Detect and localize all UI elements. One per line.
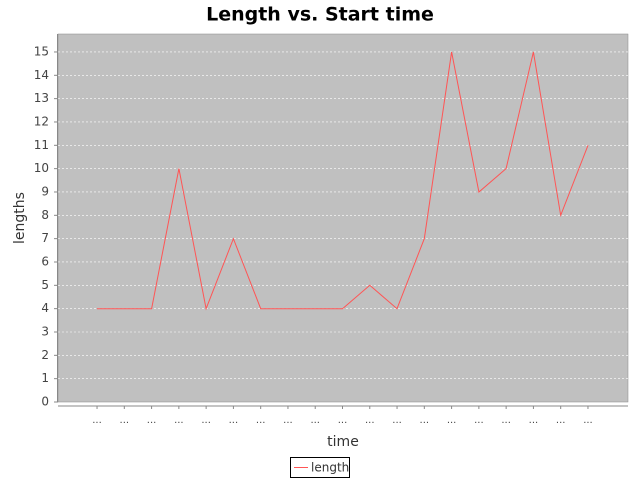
x-tick-label: ... [556, 415, 566, 426]
x-tick-label: ... [283, 415, 293, 426]
x-tick-label: ... [201, 415, 211, 426]
line-series [97, 51, 589, 311]
x-tick-label: ... [501, 415, 511, 426]
x-tick-label: ... [338, 415, 348, 426]
x-tick-label: ... [310, 415, 320, 426]
y-tick-label: 7 [41, 231, 49, 245]
y-tick-label: 5 [41, 278, 49, 292]
y-tick-label: 0 [41, 395, 49, 409]
x-tick-label: ... [174, 415, 184, 426]
y-tick-label: 3 [41, 324, 49, 338]
chart-title: Length vs. Start time [206, 4, 434, 26]
y-tick-label: 10 [34, 161, 49, 175]
y-tick-label: 13 [34, 91, 49, 105]
y-tick-label: 8 [41, 208, 49, 222]
legend-label: length [311, 461, 349, 475]
legend-box [290, 457, 350, 478]
x-tick-label: ... [392, 415, 402, 426]
x-tick-label: ... [256, 415, 266, 426]
x-tick-label: ... [529, 415, 539, 426]
y-axis-label: lengths [12, 192, 28, 244]
y-tick-label: 4 [41, 301, 49, 315]
x-tick-label: ... [120, 415, 130, 426]
plot-area [57, 33, 629, 403]
x-tick-label: ... [365, 415, 375, 426]
x-tick-label: ... [447, 415, 457, 426]
x-axis-label: time [327, 434, 359, 450]
x-tick-label: ... [583, 415, 593, 426]
x-tick-label: ... [420, 415, 430, 426]
y-tick-label: 15 [34, 44, 49, 58]
x-tick-label: ... [229, 415, 239, 426]
y-tick-label: 11 [34, 138, 49, 152]
y-tick-label: 9 [41, 184, 49, 198]
x-tick-label: ... [474, 415, 484, 426]
legend [290, 457, 350, 478]
y-tick-label: 14 [34, 68, 49, 82]
x-tick-label: ... [92, 415, 102, 426]
y-tick-label: 6 [41, 254, 49, 268]
x-tick-label: ... [147, 415, 157, 426]
y-tick-label: 1 [41, 371, 49, 385]
y-tick-label: 12 [34, 114, 49, 128]
y-tick-label: 2 [41, 348, 49, 362]
